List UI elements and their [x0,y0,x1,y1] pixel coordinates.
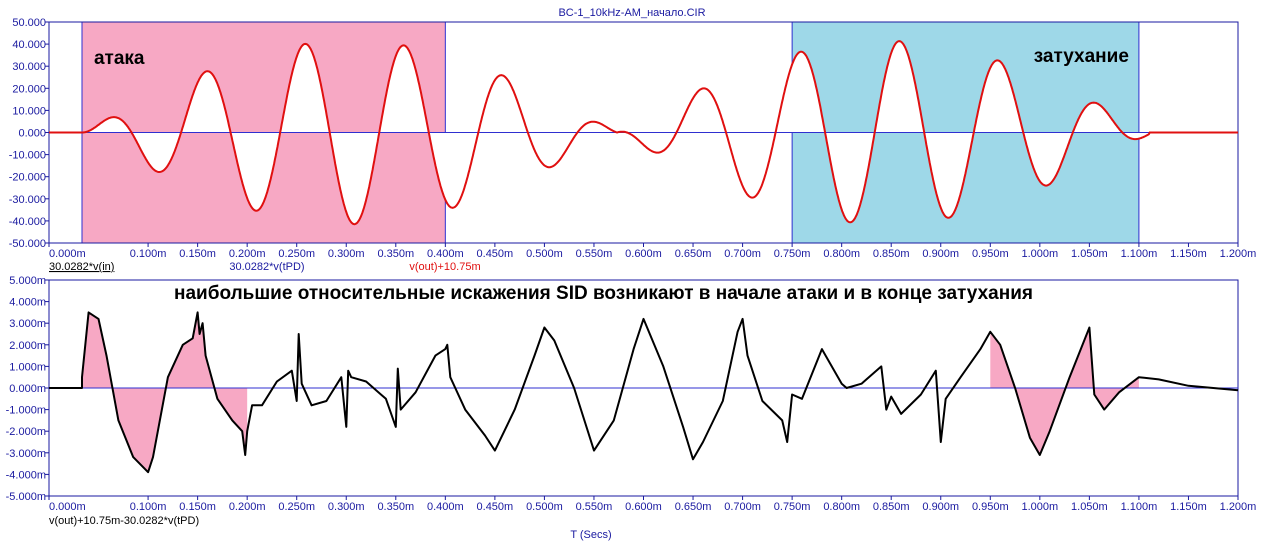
y-tick-label: -40.000 [9,216,46,228]
region-label-attack: атака [94,48,145,69]
y-tick-label: -1.000m [6,405,46,417]
x-tick-label: 0.600m [625,501,662,513]
region-label-decay: затухание [1034,46,1129,67]
x-tick-label: 0.150m [179,501,216,513]
x-tick-label: 1.000m [1021,248,1058,260]
y-tick-label: -30.000 [9,194,46,206]
y-tick-label: 4.000m [9,297,46,309]
plot-title: наибольшие относительные искажения SID в… [174,283,1033,304]
error-highlight [990,327,1139,455]
y-tick-label: 40.000 [12,39,46,51]
x-tick-label: 0.650m [675,248,712,260]
x-tick-label: 0.300m [328,248,365,260]
legend-entry: v(out)+10.75m [409,261,480,273]
x-tick-label: 0.700m [724,501,761,513]
y-tick-label: 2.000m [9,340,46,352]
y-tick-label: 50.000 [12,17,46,29]
x-tick-label: 1.100m [1121,248,1158,260]
x-axis-label: T (Secs) [570,529,611,541]
x-tick-label: 0.500m [526,501,563,513]
x-tick-label: 0.550m [576,501,613,513]
x-tick-label: 0.950m [972,501,1009,513]
x-tick-label: 0.100m [130,501,167,513]
x-tick-label: 1.200m [1220,501,1257,513]
y-tick-label: -20.000 [9,172,46,184]
x-tick-label: 0.600m [625,248,662,260]
x-tick-label: 0.900m [922,248,959,260]
y-tick-label: 5.000m [9,275,46,287]
x-tick-label: 0.850m [873,248,910,260]
x-tick-label: 0.200m [229,248,266,260]
x-tick-label: 0.750m [774,248,811,260]
y-tick-label: 1.000m [9,361,46,373]
x-tick-label: 0.150m [179,248,216,260]
x-tick-label: 0.350m [377,501,414,513]
x-tick-label: 1.050m [1071,501,1108,513]
y-tick-label: -5.000m [6,491,46,503]
x-tick-label: 0.300m [328,501,365,513]
x-tick-label: 0.450m [477,248,514,260]
series-out [49,40,1238,226]
top-plot: 50.000 40.000 30.000 20.000 10.000 0.000 -10.0… [9,17,1257,273]
y-tick-label: -3.000m [6,448,46,460]
legend-entry: 30.0282*v(tPD) [229,261,304,273]
x-tick-label: 0.900m [922,501,959,513]
x-tick-label: 1.000m [1021,501,1058,513]
x-tick-label: 0.550m [576,248,613,260]
y-tick-label: 20.000 [12,83,46,95]
x-tick-label: 0.400m [427,501,464,513]
x-tick-label: 0.700m [724,248,761,260]
x-tick-label: 0.800m [823,501,860,513]
y-tick-label: -10.000 [9,150,46,162]
y-tick-label: 30.000 [12,61,46,73]
x-tick-label: 0.850m [873,501,910,513]
x-tick-label: 0.350m [377,248,414,260]
legend-entry: 30.0282*v(in) [49,261,114,273]
x-tick-label: 1.200m [1220,248,1257,260]
legend-entry: v(out)+10.75m-30.0282*v(tPD) [49,515,199,527]
x-tick-label: 1.150m [1170,501,1207,513]
x-tick-label: 1.100m [1121,501,1158,513]
y-tick-label: 0.000 [18,128,46,140]
bottom-plot: 5.000m 4.000m 3.000m 2.000m 1.000m 0.000m -1.0… [6,275,1257,541]
series-error [49,311,1239,474]
y-tick-label: 10.000 [12,105,46,117]
y-tick-label: -4.000m [6,469,46,481]
y-tick-label: 3.000m [9,318,46,330]
x-tick-label: 0.800m [823,248,860,260]
x-tick-label: 1.150m [1170,248,1207,260]
y-tick-label: -2.000m [6,426,46,438]
x-tick-label: 0.000m [49,501,86,513]
x-tick-label: 0.250m [278,248,315,260]
x-tick-label: 0.500m [526,248,563,260]
x-tick-label: 0.250m [278,501,315,513]
x-tick-label: 1.050m [1071,248,1108,260]
x-tick-label: 0.650m [675,501,712,513]
y-tick-label: 0.000m [9,383,46,395]
x-tick-label: 0.400m [427,248,464,260]
x-tick-label: 0.000m [49,248,86,260]
x-tick-label: 0.750m [774,501,811,513]
x-tick-label: 0.950m [972,248,1009,260]
y-tick-label: -50.000 [9,238,46,250]
x-tick-label: 0.200m [229,501,266,513]
x-tick-label: 0.450m [477,501,514,513]
window-title: BC-1_10kHz-AM_начало.CIR [558,7,705,19]
x-tick-label: 0.100m [130,248,167,260]
